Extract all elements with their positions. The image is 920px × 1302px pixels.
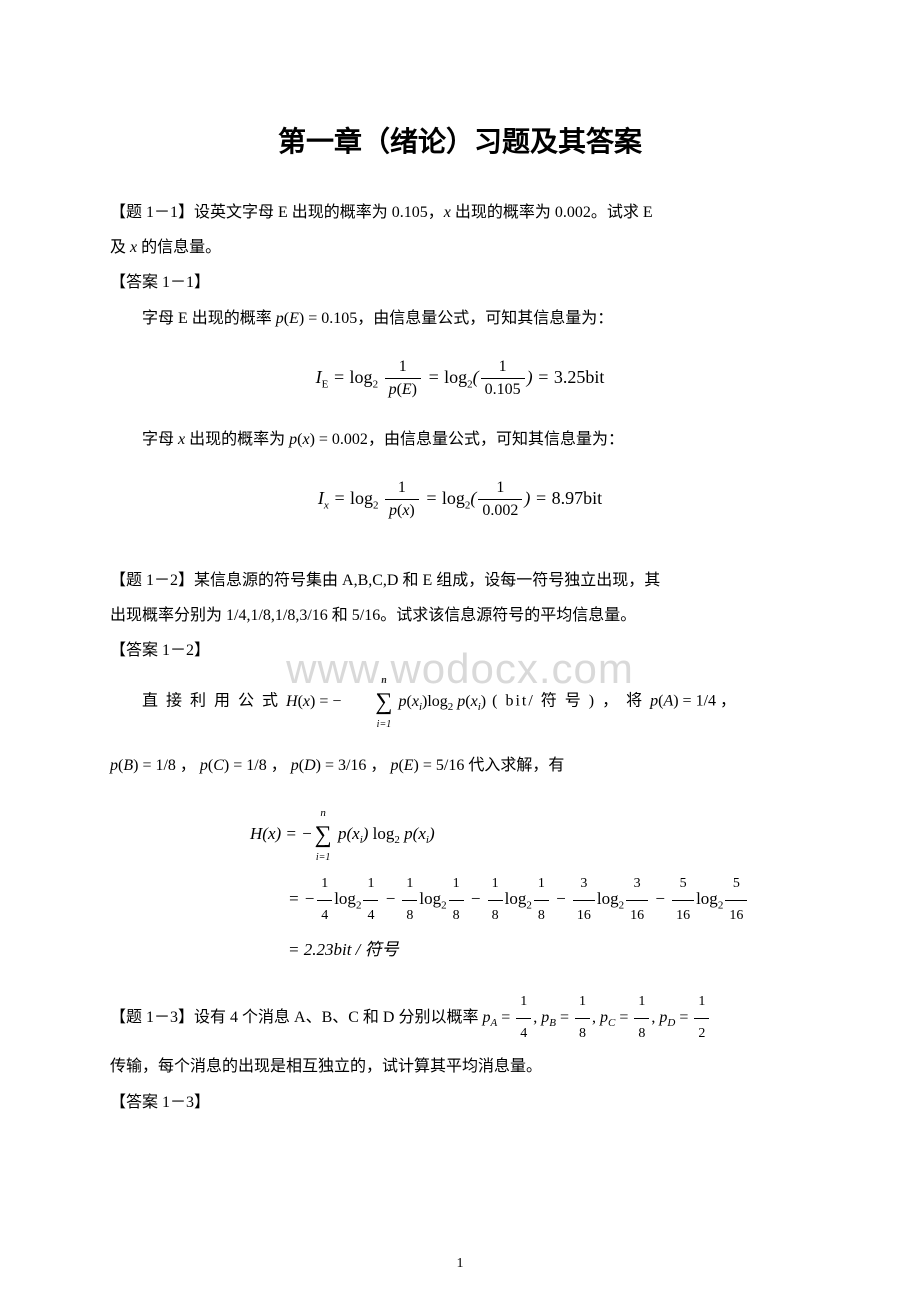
answer-1-2-label: 【答案 1－2】 xyxy=(110,633,810,668)
comma1: ， xyxy=(716,693,736,710)
pD-inline: p(D) = 3/16 xyxy=(291,757,367,774)
log2: log xyxy=(444,367,467,387)
pB-inline: p(B) = 1/8 xyxy=(110,757,176,774)
q1-2-text-a: 某信息源的符号集由 A,B,C,D 和 E 组成，设每一符号独立出现，其 xyxy=(194,572,660,589)
Hx-formula-inline: H(x) = −n∑i=1 p(xi)log2 p(xi) xyxy=(286,693,486,710)
frac-1-0105: 1 0.105 xyxy=(481,356,525,402)
q1-1-text-c: 及 xyxy=(110,239,130,256)
a1-1-line1-a: 字母 E 出现的概率 xyxy=(142,310,276,327)
frac-1px: 1 p(x) xyxy=(385,477,419,523)
sum2: n∑i=1 xyxy=(315,801,332,869)
entropy-line1: H(x) = −n∑i=1 p(xi) log2 p(xi) xyxy=(250,801,810,869)
q1-1-text-d: 的信息量。 xyxy=(137,239,221,256)
a1-2-line1: 直 接 利 用 公 式 H(x) = −n∑i=1 p(xi)log2 p(xi… xyxy=(110,668,810,736)
page-content: 第一章（绪论）习题及其答案 【题 1－1】设英文字母 E 出现的概率为 0.10… xyxy=(110,120,810,1120)
log4: log xyxy=(442,488,465,508)
frac-1-0002: 1 0.002 xyxy=(478,477,522,523)
a1-1-line1-b: ，由信息量公式，可知其信息量为： xyxy=(357,310,613,327)
comma2: ， xyxy=(176,757,200,774)
q1-1-label: 【题 1－1】 xyxy=(110,204,194,221)
a1-1-line1: 字母 E 出现的概率 p(E) = 0.105，由信息量公式，可知其信息量为： xyxy=(110,301,810,336)
base4: 2 xyxy=(465,499,471,511)
a1-2-line1-a: 直 接 利 用 公 式 xyxy=(142,693,286,710)
question-1-3: 【题 1－3】设有 4 个消息 A、B、C 和 D 分别以概率 pA = 14,… xyxy=(110,987,810,1050)
q1-1-line2: 及 x 的信息量。 xyxy=(110,230,810,265)
entropy-expansion: H(x) = −n∑i=1 p(xi) log2 p(xi) = −14log2… xyxy=(250,801,810,969)
a1-1-line2-a: 字母 xyxy=(142,431,178,448)
q1-3-label: 【题 1－3】 xyxy=(110,1009,194,1026)
pE2-inline: p(E) = 5/16 xyxy=(390,757,464,774)
pE-inline: p(E) = 0.105 xyxy=(276,310,357,327)
question-1-2: 【题 1－2】某信息源的符号集由 A,B,C,D 和 E 组成，设每一符号独立出… xyxy=(110,563,810,598)
question-1-1: 【题 1－1】设英文字母 E 出现的概率为 0.105，x 出现的概率为 0.0… xyxy=(110,195,810,230)
q1-1-text-a: 设英文字母 E 出现的概率为 0.105， xyxy=(194,204,444,221)
sum-symbol: n∑i=1 xyxy=(343,668,392,736)
chapter-title: 第一章（绪论）习题及其答案 xyxy=(110,120,810,160)
comma4: ， xyxy=(366,757,390,774)
a1-1-line2: 字母 x 出现的概率为 p(x) = 0.002，由信息量公式，可知其信息量为： xyxy=(110,422,810,457)
result-IE: 3.25bit xyxy=(554,367,605,387)
q1-2-line2: 出现概率分别为 1/4,1/8,1/8,3/16 和 5/16。试求该信息源符号… xyxy=(110,598,810,633)
a1-2-line2-end: 代入求解，有 xyxy=(464,757,564,774)
frac-1pE: 1 p(E) xyxy=(385,356,421,402)
log1: log xyxy=(350,367,373,387)
answer-1-3-label: 【答案 1－3】 xyxy=(110,1085,810,1120)
var-x: x xyxy=(444,204,451,221)
base2: 2 xyxy=(467,378,473,390)
pC-inline: p(C) = 1/8 xyxy=(200,757,267,774)
q1-3-line2: 传输，每个消息的出现是相互独立的，试计算其平均消息量。 xyxy=(110,1049,810,1084)
base3: 2 xyxy=(373,499,379,511)
q1-3-text-a: 设有 4 个消息 A、B、C 和 D 分别以概率 xyxy=(194,1009,482,1026)
formula-IE: IE = log2 1 p(E) = log2( 1 0.105 ) = 3.2… xyxy=(110,356,810,402)
formula-Ix: Ix = log2 1 p(x) = log2( 1 0.002 ) = 8.9… xyxy=(110,477,810,523)
entropy-line2: = −14log214 − 18log218 − 18log218 − 316l… xyxy=(250,869,810,932)
a1-1-line2-b: 出现的概率为 xyxy=(185,431,289,448)
log3: log xyxy=(350,488,373,508)
q1-3-probs: pA = 14, pB = 18, pC = 18, pD = 12 xyxy=(482,1009,711,1026)
base1: 2 xyxy=(373,378,379,390)
Ix-lhs: Ix xyxy=(318,488,329,508)
a1-1-line2-c: ，由信息量公式，可知其信息量为： xyxy=(368,431,624,448)
pA-inline: p(A) = 1/4 xyxy=(650,693,716,710)
result-Ix: 8.97bit xyxy=(552,488,603,508)
comma3: ， xyxy=(267,757,291,774)
entropy-result: = 2.23bit / 符号 xyxy=(250,931,810,968)
a1-2-line1-b: ( bit/ 符 号 ) ， 将 xyxy=(486,693,650,710)
IE-lhs: IE xyxy=(316,367,329,387)
answer-1-1-label: 【答案 1－1】 xyxy=(110,265,810,300)
page-number: 1 xyxy=(457,1256,464,1272)
a1-2-line2: p(B) = 1/8 ， p(C) = 1/8 ， p(D) = 3/16 ， … xyxy=(110,748,810,783)
q1-2-label: 【题 1－2】 xyxy=(110,572,194,589)
q1-1-text-b: 出现的概率为 0.002。试求 E xyxy=(451,204,653,221)
px-inline: p(x) = 0.002 xyxy=(289,431,368,448)
